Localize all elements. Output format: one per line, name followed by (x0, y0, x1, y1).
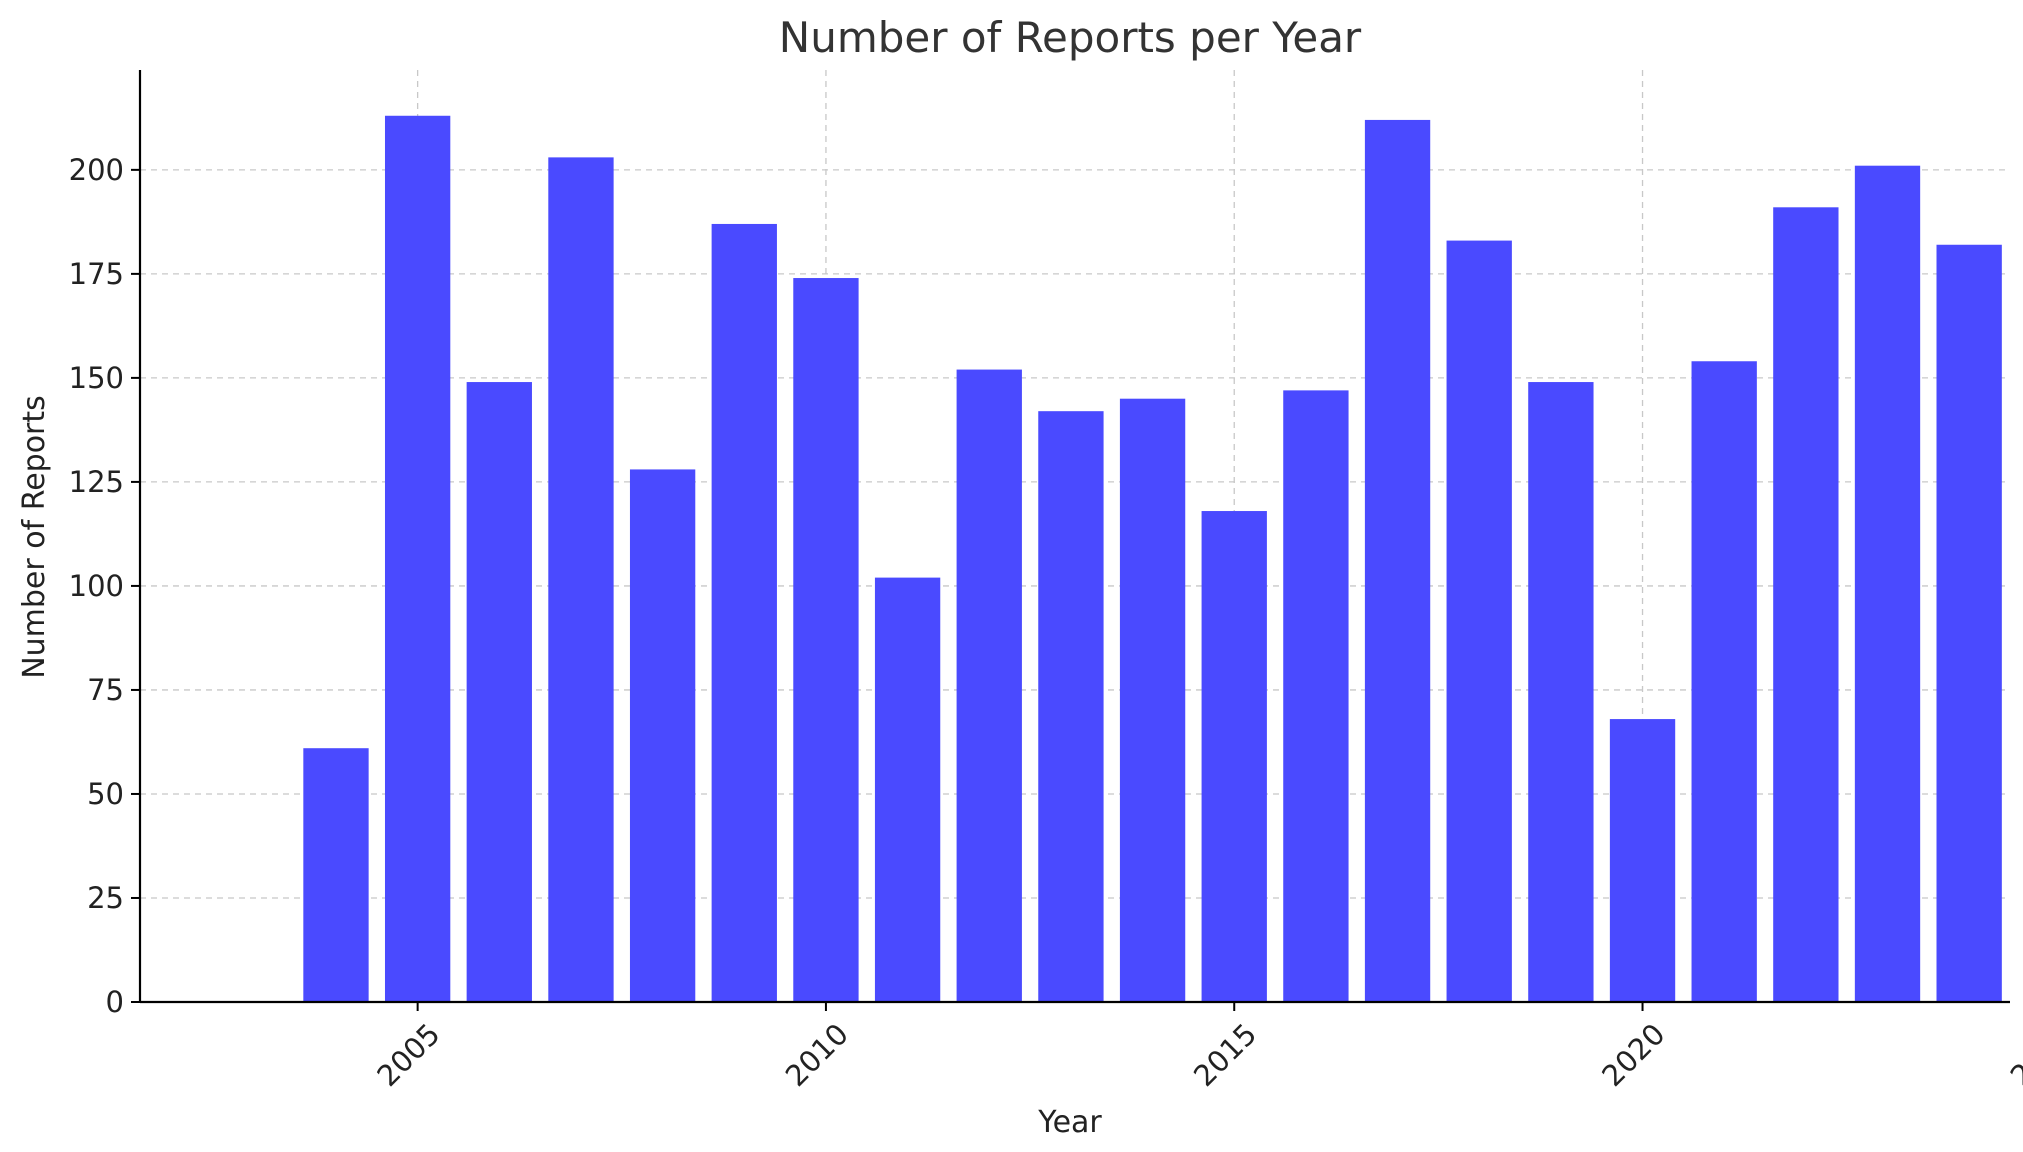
y-tick-label: 150 (69, 361, 124, 395)
bar-2012 (956, 369, 1022, 1003)
y-tick-label: 50 (87, 777, 124, 811)
y-tick-label: 0 (106, 985, 124, 1019)
bar-2011 (874, 577, 941, 1002)
x-tick-label: 2005 (370, 1017, 446, 1093)
bar-2004 (303, 748, 369, 1002)
chart-title: Number of Reports per Year (779, 13, 1362, 62)
bar-2018 (1446, 240, 1512, 1002)
bars (303, 115, 2002, 1003)
bar-2024 (1936, 244, 2002, 1002)
y-tick-label: 200 (69, 153, 124, 187)
x-tick-label: 2015 (1187, 1017, 1263, 1093)
bar-2015 (1201, 511, 1267, 1002)
bar-2013 (1038, 411, 1104, 1002)
bar-2006 (466, 382, 532, 1002)
bar-2023 (1854, 165, 1921, 1003)
bar-2016 (1283, 390, 1349, 1002)
bar-2005 (384, 115, 451, 1002)
y-tick-label: 100 (69, 569, 124, 603)
bar-2007 (548, 157, 614, 1002)
y-tick-label: 175 (69, 257, 124, 291)
bar-2008 (629, 469, 696, 1002)
bar-2022 (1773, 207, 1839, 1002)
y-axis-label: Number of Reports (17, 395, 52, 679)
y-tick-label: 25 (87, 881, 124, 915)
x-tick-label: 2010 (779, 1017, 855, 1093)
bar-2020 (1609, 719, 1676, 1002)
bar-2019 (1528, 382, 1594, 1002)
x-axis-label: Year (1037, 1105, 1102, 1140)
bar-2014 (1119, 398, 1186, 1003)
axes (138, 70, 2010, 1004)
bar-2021 (1691, 361, 1757, 1002)
x-tick-label: 2025 (2004, 1017, 2023, 1093)
bar-2009 (711, 223, 777, 1003)
y-tick-label: 125 (69, 465, 124, 499)
x-tick-label: 2020 (1595, 1017, 1671, 1093)
bar-2010 (793, 278, 859, 1002)
bar-2017 (1364, 119, 1431, 1002)
y-tick-label: 75 (87, 673, 124, 707)
